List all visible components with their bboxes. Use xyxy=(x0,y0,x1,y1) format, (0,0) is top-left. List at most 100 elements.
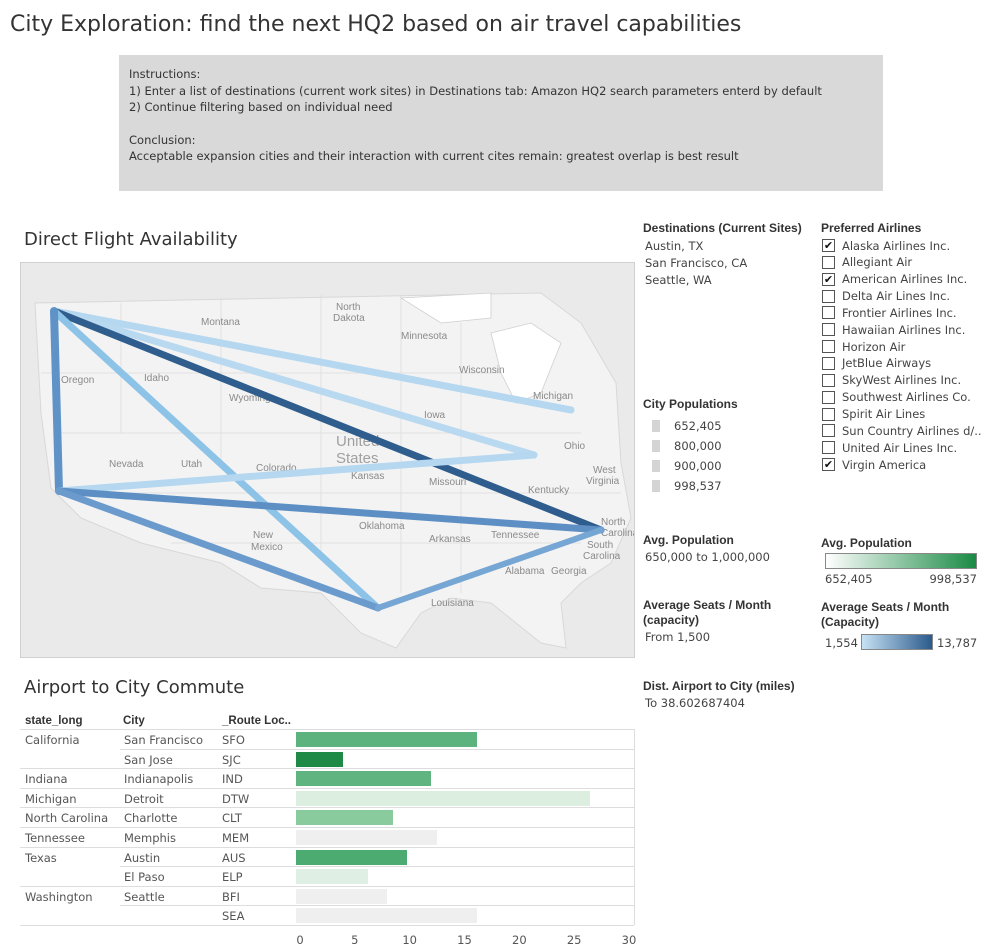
map-label-idaho: Idaho xyxy=(144,373,169,384)
route-seattle-austin xyxy=(50,307,382,612)
checkbox-checked[interactable]: ✔ xyxy=(822,458,835,472)
checkbox-unchecked[interactable] xyxy=(822,306,835,320)
airline-option[interactable]: Delta Air Lines Inc. xyxy=(822,288,950,305)
airline-option[interactable]: Horizon Air xyxy=(822,338,905,355)
airline-option[interactable]: ✔ American Airlines Inc. xyxy=(822,271,967,288)
checkbox-unchecked[interactable] xyxy=(822,407,835,421)
airline-option[interactable]: Hawaiian Airlines Inc. xyxy=(822,321,965,338)
airline-label: Southwest Airlines Co. xyxy=(842,390,971,405)
row-divider xyxy=(20,846,634,848)
avg-population-range[interactable]: 650,000 to 1,000,000 xyxy=(645,550,770,564)
avg-seats-filter[interactable]: Average Seats / Month (capacity) From 1,… xyxy=(643,598,771,644)
population-size-swatch xyxy=(652,460,660,472)
population-item: 652,405 xyxy=(652,416,722,436)
avg-population-legend: Avg. Population 652,405 998,537 xyxy=(821,536,981,586)
airline-option[interactable]: United Air Lines Inc. xyxy=(822,439,957,456)
avg-seats-filter-title-2: (capacity) xyxy=(643,613,700,627)
column-header-state[interactable]: state_long xyxy=(25,715,83,727)
row-divider xyxy=(20,768,634,770)
route-seattle-sanfrancisco xyxy=(50,307,63,495)
avg-population-legend-title: Avg. Population xyxy=(821,536,912,550)
commute-bar[interactable] xyxy=(296,830,438,845)
avg-seats-range[interactable]: From 1,500 xyxy=(645,630,711,644)
instructions-panel: Instructions: 1) Enter a list of destina… xyxy=(119,55,883,191)
dist-filter[interactable]: Dist. Airport to City (miles) To 38.6026… xyxy=(643,679,795,710)
population-item: 900,000 xyxy=(652,456,722,476)
commute-bar[interactable] xyxy=(296,888,388,904)
airline-option[interactable]: Allegiant Air xyxy=(822,254,912,271)
destination-item[interactable]: Seattle, WA xyxy=(645,273,712,287)
avg-seats-legend-title-1: Average Seats / Month xyxy=(821,600,950,614)
airline-option[interactable]: SkyWest Airlines Inc. xyxy=(822,372,961,389)
airline-option[interactable]: Frontier Airlines Inc. xyxy=(822,304,957,321)
checkbox-unchecked[interactable] xyxy=(822,356,835,370)
cell-city: San Francisco xyxy=(124,733,204,747)
map-label-new-mexico-1: New xyxy=(253,530,274,541)
avg-population-gradient xyxy=(825,553,977,569)
airline-option[interactable]: Spirit Air Lines xyxy=(822,406,925,423)
avg-seats-legend: Average Seats / Month (Capacity) 1,554 1… xyxy=(821,600,991,652)
route-sanfrancisco-charlotte xyxy=(55,487,605,534)
cell-state: Tennessee xyxy=(25,831,85,845)
city-populations-legend: City Populations 652,405 800,000 900,000… xyxy=(643,397,813,493)
commute-bar[interactable] xyxy=(296,908,477,924)
commute-bar[interactable] xyxy=(296,732,477,747)
dist-filter-value[interactable]: To 38.602687404 xyxy=(645,696,745,710)
destination-item[interactable]: Austin, TX xyxy=(645,239,704,253)
map-canvas[interactable]: Montana North Dakota Minnesota Oregon Id… xyxy=(21,263,635,658)
column-header-city[interactable]: City xyxy=(123,715,145,727)
population-item: 800,000 xyxy=(652,436,722,456)
cell-route-code: SEA xyxy=(222,909,245,924)
cell-city: Detroit xyxy=(124,791,164,806)
destination-item[interactable]: San Francisco, CA xyxy=(645,256,748,270)
checkbox-unchecked[interactable] xyxy=(822,255,835,269)
map-label-louisiana: Louisiana xyxy=(431,598,474,609)
checkbox-checked[interactable]: ✔ xyxy=(822,272,835,286)
row-divider xyxy=(20,827,634,828)
airline-option[interactable]: Sun Country Airlines d/.. xyxy=(822,422,982,439)
cell-city: San Jose xyxy=(124,752,173,767)
route-seattle-charlotte xyxy=(50,307,605,534)
commute-bar[interactable] xyxy=(296,810,393,826)
map-label-arkansas: Arkansas xyxy=(429,534,471,545)
checkbox-unchecked[interactable] xyxy=(822,340,835,354)
row-divider xyxy=(120,866,634,868)
dist-filter-title: Dist. Airport to City (miles) xyxy=(643,679,795,693)
commute-bar[interactable] xyxy=(296,790,590,806)
airline-label: United Air Lines Inc. xyxy=(842,440,958,455)
flight-map[interactable]: Montana North Dakota Minnesota Oregon Id… xyxy=(20,262,635,658)
airline-option[interactable]: ✔ Alaska Airlines Inc. xyxy=(822,237,950,254)
commute-bar[interactable] xyxy=(296,869,369,885)
map-label-oregon: Oregon xyxy=(61,375,94,386)
map-label-oklahoma: Oklahoma xyxy=(359,521,405,532)
map-label-north-carolina-1: North xyxy=(601,517,625,528)
checkbox-unchecked[interactable] xyxy=(822,441,835,455)
column-header-route[interactable]: _Route Loc.. xyxy=(222,715,292,727)
lake-superior xyxy=(399,292,492,324)
checkbox-unchecked[interactable] xyxy=(822,390,835,404)
checkbox-unchecked[interactable] xyxy=(822,424,835,438)
commute-bar[interactable] xyxy=(296,751,344,767)
checkbox-unchecked[interactable] xyxy=(822,289,835,303)
map-label-colorado: Colorado xyxy=(256,463,297,474)
lake-michigan xyxy=(490,322,562,404)
map-label-south-carolina-1: South xyxy=(587,540,613,551)
airline-option[interactable]: Southwest Airlines Co. xyxy=(822,389,971,406)
avg-seats-max: 13,787 xyxy=(937,636,978,650)
avg-population-filter[interactable]: Avg. Population 650,000 to 1,000,000 xyxy=(643,533,770,564)
population-value: 900,000 xyxy=(674,459,722,473)
instructions-step-1: 1) Enter a list of destinations (current… xyxy=(129,83,822,98)
checkbox-unchecked[interactable] xyxy=(822,323,835,337)
cell-city: Indianapolis xyxy=(124,772,194,787)
route-seattle-indianapolis xyxy=(50,307,538,459)
checkbox-checked[interactable]: ✔ xyxy=(822,239,835,252)
row-divider xyxy=(120,748,634,750)
commute-bar[interactable] xyxy=(296,771,431,787)
map-label-iowa: Iowa xyxy=(424,410,446,421)
checkbox-unchecked[interactable] xyxy=(822,373,835,387)
cell-state: Washington xyxy=(25,889,93,904)
airline-label: Alaska Airlines Inc. xyxy=(842,238,951,253)
airline-option[interactable]: JetBlue Airways xyxy=(822,355,931,372)
airline-option[interactable]: ✔ Virgin America xyxy=(822,456,926,473)
commute-bar[interactable] xyxy=(296,849,407,865)
